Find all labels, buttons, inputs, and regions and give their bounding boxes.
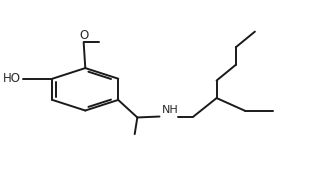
Text: HO: HO [3,72,21,85]
Text: NH: NH [162,105,179,115]
Text: O: O [79,29,88,42]
